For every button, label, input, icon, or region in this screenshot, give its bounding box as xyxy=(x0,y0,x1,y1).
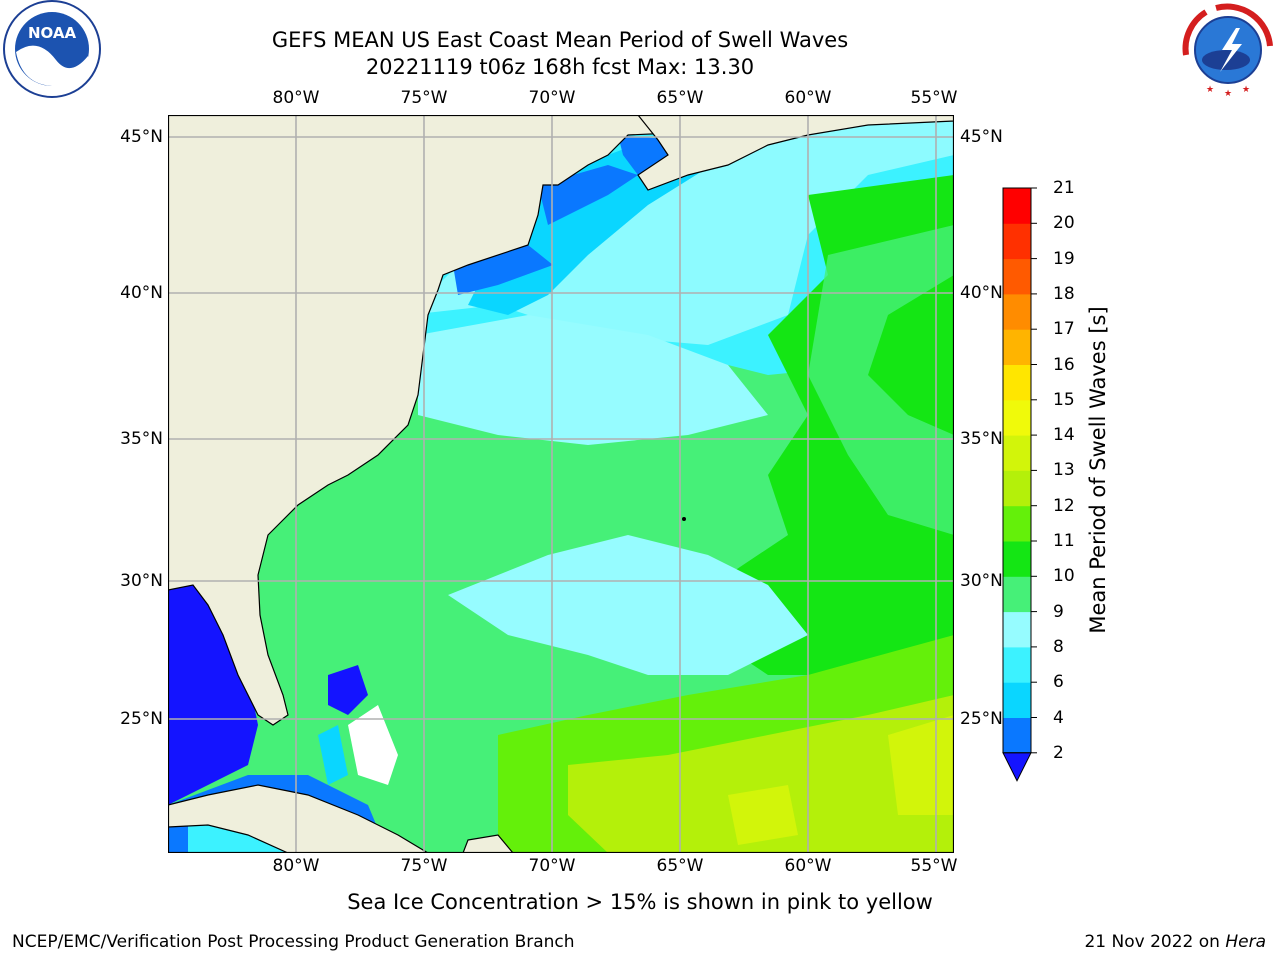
lon-label-top-55w: 55°W xyxy=(910,88,958,108)
colorbar-segment xyxy=(1003,399,1031,436)
swell-band-8-9-central xyxy=(448,535,808,675)
colorbar xyxy=(1002,187,1037,782)
sea-ice-note: Sea Ice Concentration > 15% is shown in … xyxy=(347,890,933,914)
lat-label-left-45n: 45°N xyxy=(120,127,163,147)
colorbar-segment xyxy=(1003,682,1031,718)
lat-label-right-45n: 45°N xyxy=(960,127,1003,147)
colorbar-tick-label: 8 xyxy=(1053,636,1064,657)
colorbar-segment xyxy=(1003,541,1031,577)
colorbar-segment xyxy=(1003,188,1031,224)
colorbar-tick-label: 11 xyxy=(1053,531,1075,551)
colorbar-segment xyxy=(1003,293,1031,330)
svg-text:★: ★ xyxy=(1224,89,1232,99)
colorbar-tick-label: 14 xyxy=(1053,425,1075,446)
swell-band-2-4-long-island xyxy=(453,245,553,295)
swell-band-12-13-south xyxy=(568,695,954,853)
lon-label-bottom-65w: 65°W xyxy=(656,856,704,876)
colorbar-segment xyxy=(1003,646,1031,683)
colorbar-tick-label: 13 xyxy=(1053,460,1075,481)
land-maritimes xyxy=(637,115,954,191)
lon-label-top-70w: 70°W xyxy=(528,88,576,108)
lat-label-left-25n: 25°N xyxy=(120,709,163,729)
graticule xyxy=(168,115,954,853)
bahamas-bank-2 xyxy=(348,705,398,785)
lat-label-right-25n: 25°N xyxy=(960,709,1003,729)
generation-date: 21 Nov 2022 on xyxy=(1084,932,1220,952)
bermuda-island xyxy=(682,517,686,521)
nws-logo: ★ ★ ★ xyxy=(1181,3,1275,99)
colorbar-segment xyxy=(1003,258,1031,295)
colorbar-tick-label: 6 xyxy=(1053,672,1064,693)
colorbar-tick-label: 16 xyxy=(1053,354,1075,375)
bahamas-bank-1 xyxy=(328,665,368,715)
colorbar-tick-label: 19 xyxy=(1053,248,1075,269)
lon-label-bottom-75w: 75°W xyxy=(400,856,448,876)
colorbar-segment xyxy=(1003,223,1031,260)
land-hispaniola xyxy=(462,834,514,853)
colorbar-tick-label: 18 xyxy=(1053,283,1075,304)
colorbar-segment xyxy=(1003,329,1031,365)
lon-label-bottom-55w: 55°W xyxy=(910,856,958,876)
generation-info: 21 Nov 2022 on Hera xyxy=(1084,932,1266,952)
lat-label-right-40n: 40°N xyxy=(960,283,1003,303)
svg-text:★: ★ xyxy=(1206,85,1214,95)
land-north-america xyxy=(168,115,689,726)
colorbar-segment xyxy=(1003,576,1031,613)
lat-label-left-30n: 30°N xyxy=(120,571,163,591)
colorbar-tick-label: 17 xyxy=(1053,319,1075,340)
colorbar-tick-label: 20 xyxy=(1053,213,1075,234)
noaa-logo: NOAA xyxy=(3,0,101,98)
colorbar-segment xyxy=(1003,364,1031,401)
colorbar-segment xyxy=(1003,435,1031,471)
lon-label-bottom-80w: 80°W xyxy=(272,856,320,876)
lon-label-top-75w: 75°W xyxy=(400,88,448,108)
colorbar-segment xyxy=(1003,505,1031,542)
colorbar-segment xyxy=(1003,611,1031,648)
colorbar-label: Mean Period of Swell Waves [s] xyxy=(1086,306,1110,634)
colorbar-tick-label: 2 xyxy=(1053,742,1064,763)
colorbar-tick-label: 4 xyxy=(1053,707,1064,728)
map-title: GEFS MEAN US East Coast Mean Period of S… xyxy=(271,28,849,52)
svg-text:★: ★ xyxy=(1242,85,1250,95)
colorbar-under-arrow xyxy=(1002,752,1032,782)
colorbar-segment xyxy=(1003,717,1031,754)
map-area xyxy=(168,115,954,853)
bahamas-bank-3 xyxy=(318,725,348,785)
lon-label-top-60w: 60°W xyxy=(784,88,832,108)
colorbar-tick-label: 10 xyxy=(1053,566,1075,587)
colorbar-tick-label: 21 xyxy=(1053,178,1075,198)
lon-label-top-65w: 65°W xyxy=(656,88,704,108)
colorbar-tick-label: 9 xyxy=(1053,601,1064,622)
host-name: Hera xyxy=(1225,932,1266,952)
swell-band-under-2-gulf xyxy=(168,585,258,805)
lon-label-bottom-60w: 60°W xyxy=(784,856,832,876)
swell-band-13-14-patch-1 xyxy=(888,715,954,815)
land-cuba xyxy=(168,784,430,853)
lon-label-bottom-70w: 70°W xyxy=(528,856,576,876)
swell-band-13-14-patch-2 xyxy=(728,785,798,845)
svg-text:NOAA: NOAA xyxy=(28,24,77,42)
producer-credit: NCEP/EMC/Verification Post Processing Pr… xyxy=(12,932,575,952)
colorbar-tick-label: 12 xyxy=(1053,495,1075,516)
lat-label-left-35n: 35°N xyxy=(120,429,163,449)
lat-label-left-40n: 40°N xyxy=(120,283,163,303)
colorbar-segment xyxy=(1003,470,1031,507)
forecast-subtitle: 20221119 t06z 168h fcst Max: 13.30 xyxy=(365,55,755,79)
swell-band-9-10-east xyxy=(808,225,954,535)
lon-label-top-80w: 80°W xyxy=(272,88,320,108)
lat-label-right-35n: 35°N xyxy=(960,429,1003,449)
colorbar-tick-label: 15 xyxy=(1053,389,1075,410)
lat-label-right-30n: 30°N xyxy=(960,571,1003,591)
